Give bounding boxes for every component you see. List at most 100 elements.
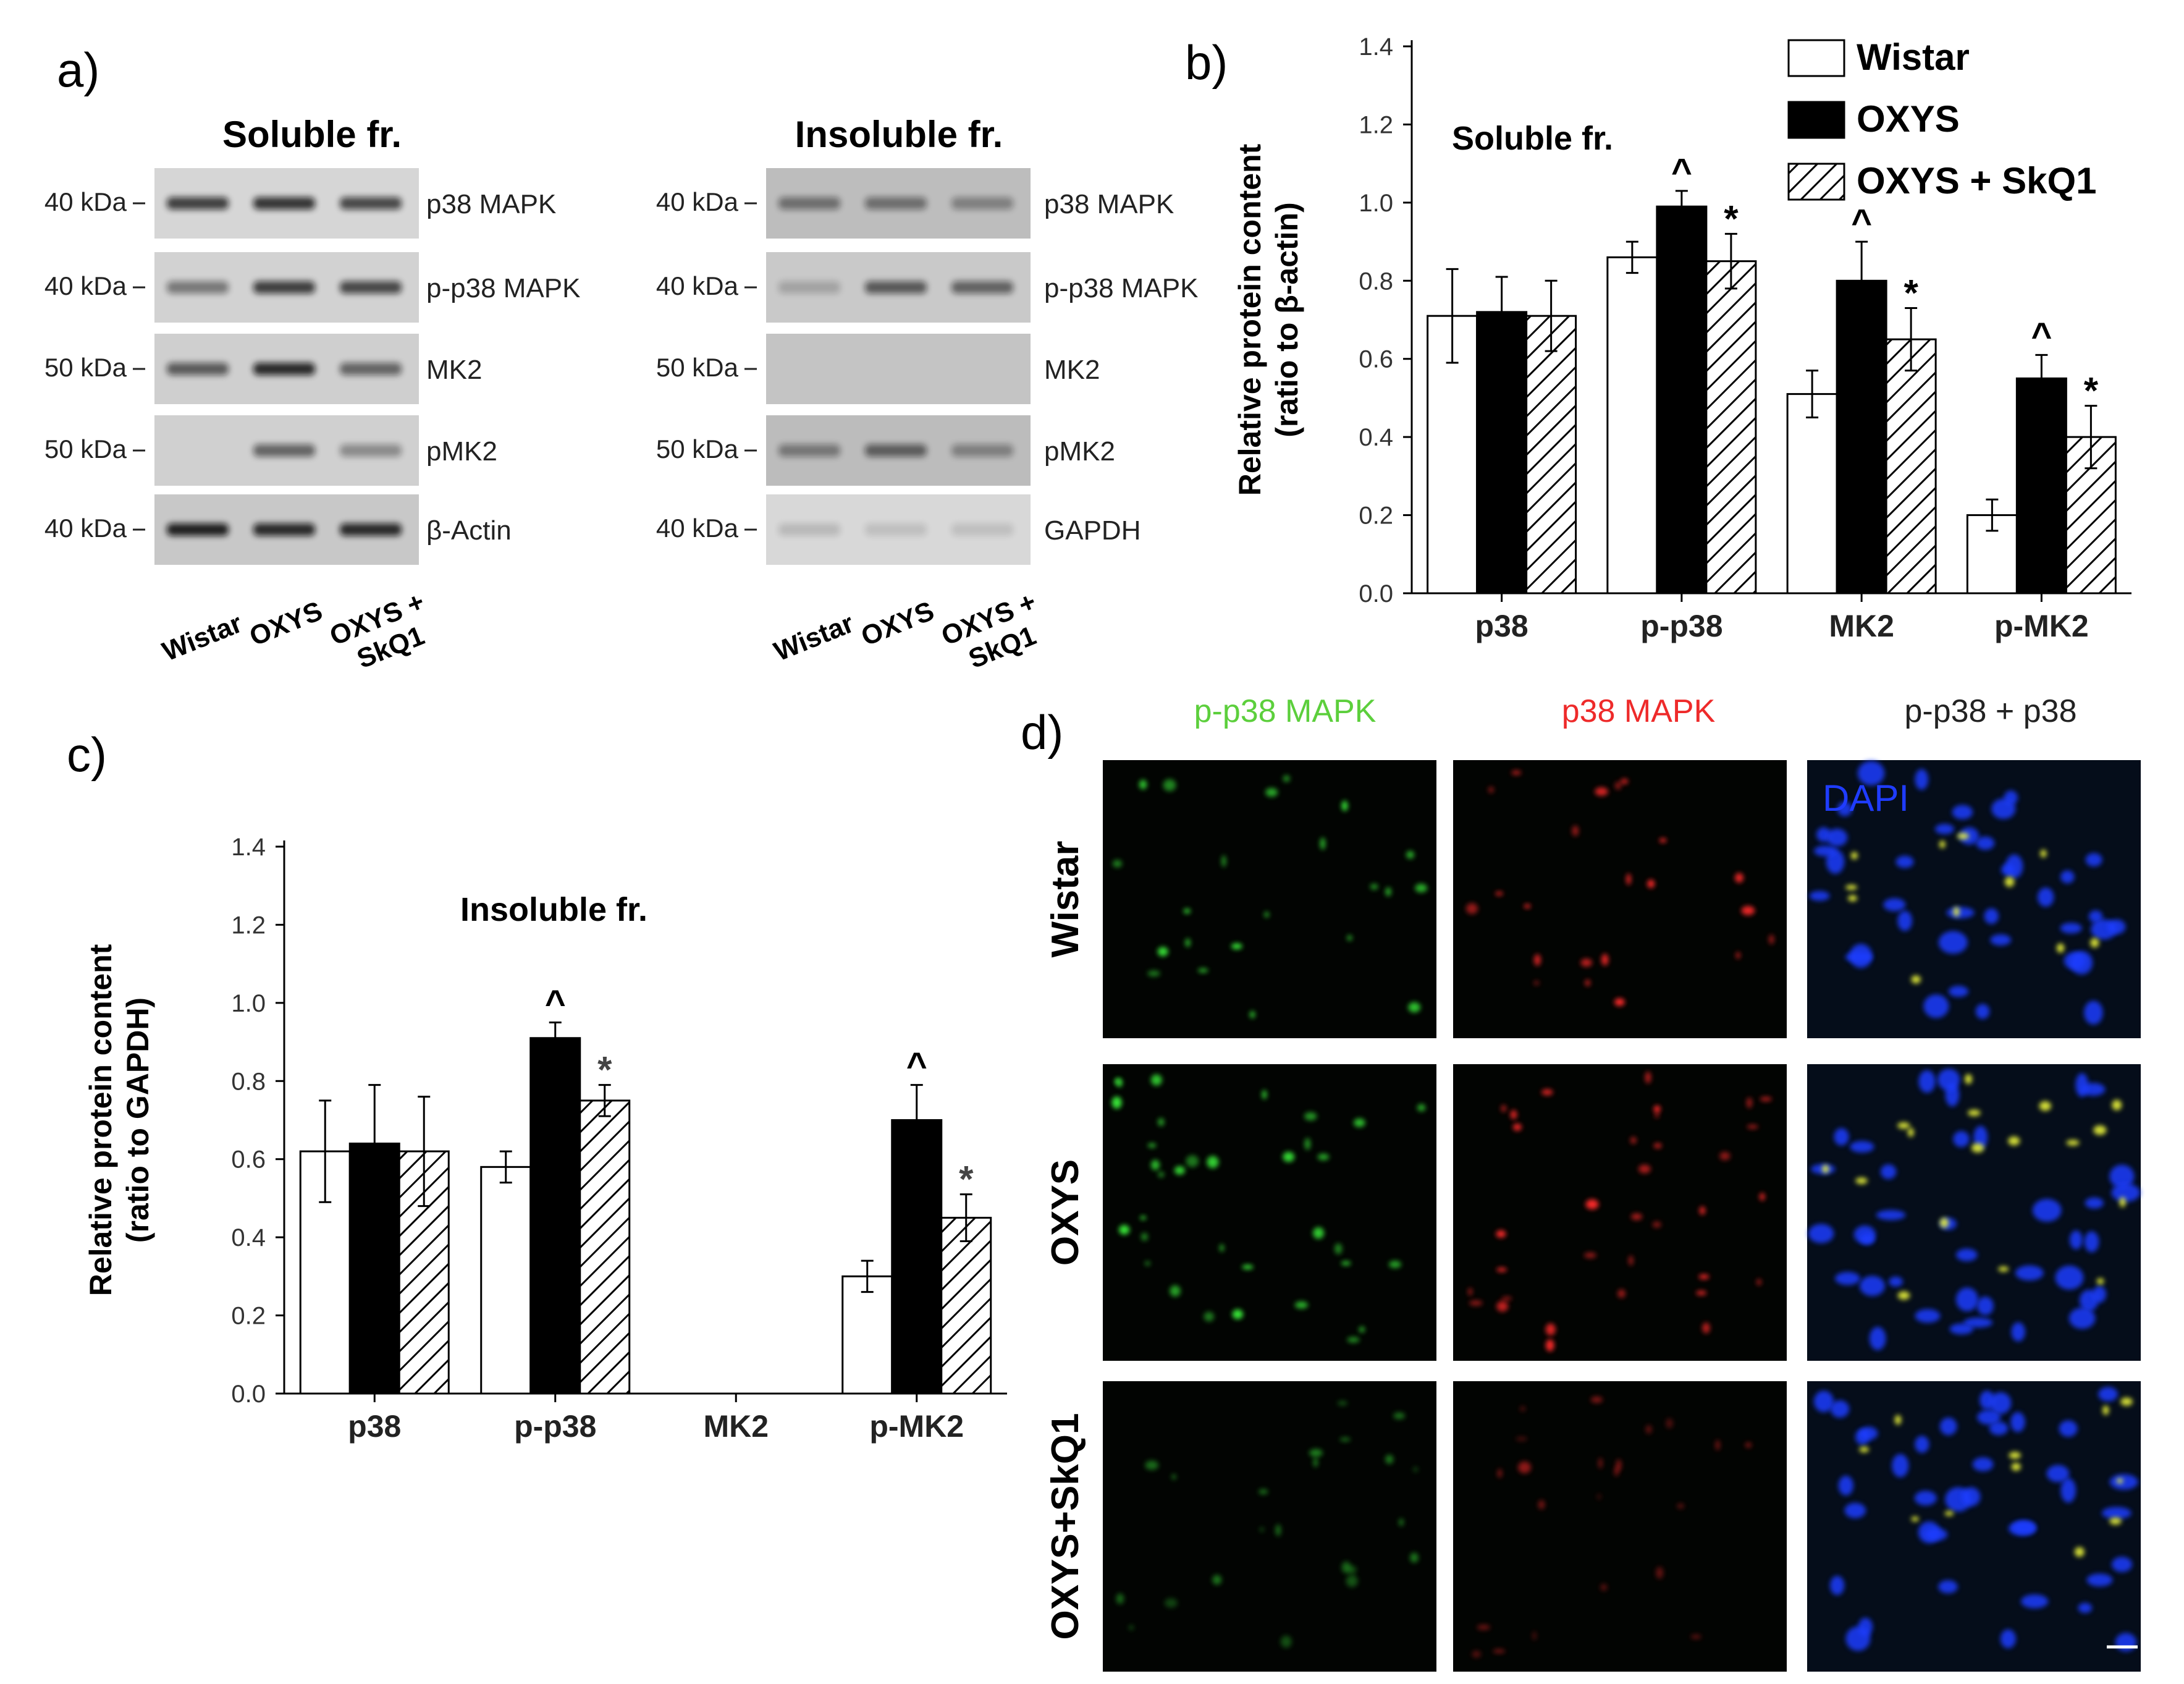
fluorescence-signal xyxy=(1495,891,1503,896)
fluorescence-signal xyxy=(1598,1457,1603,1469)
nucleus-stain xyxy=(1838,1475,1853,1496)
nucleus-stain xyxy=(1895,855,1914,868)
bar-oxys-skq1 xyxy=(398,1150,450,1395)
colocalization-signal xyxy=(2009,1452,2021,1459)
fluorescence-signal xyxy=(1760,1097,1772,1101)
nucleus-stain xyxy=(2085,853,2102,867)
nucleus-stain xyxy=(1923,994,1949,1018)
fluorescence-signal xyxy=(1746,1097,1753,1109)
nucleus-stain xyxy=(1991,798,2016,819)
fluorescence-signal xyxy=(1185,938,1191,947)
x-tick-label: p38 xyxy=(1475,609,1528,643)
fluorescence-signal xyxy=(1516,1436,1527,1441)
fluorescence-signal xyxy=(1496,1230,1506,1238)
fluorescence-signal xyxy=(1741,906,1755,915)
blot-band xyxy=(253,444,315,457)
column-label: p38 MAPK xyxy=(1562,693,1716,729)
nucleus-stain xyxy=(2078,1602,2093,1614)
nucleus-stain xyxy=(1963,1318,1993,1328)
colocalization-signal xyxy=(2102,1405,2109,1415)
fluorescence-signal xyxy=(1518,1461,1532,1474)
blot-band xyxy=(253,523,315,536)
band-label: pMK2 xyxy=(426,436,497,467)
fluorescence-signal xyxy=(1585,1199,1599,1209)
fluorescence-signal xyxy=(1341,800,1348,811)
significance-marker: * xyxy=(1904,273,1918,314)
nucleus-stain xyxy=(1956,1248,1978,1261)
fluorescence-signal xyxy=(1341,1261,1351,1266)
blot-band xyxy=(167,363,229,375)
nucleus-stain xyxy=(2060,923,2082,934)
molecular-weight-marker: 50 kDa xyxy=(656,434,739,463)
fluorescence-signal xyxy=(1283,1151,1295,1162)
band-label: GAPDH xyxy=(1044,515,1140,546)
band-label: p38 MAPK xyxy=(1044,189,1174,219)
blot-band xyxy=(253,281,315,294)
bar-oxys-skq1 xyxy=(1525,315,1577,594)
nucleus-stain xyxy=(2115,1633,2137,1652)
blot-band xyxy=(778,197,840,209)
nucleus-stain xyxy=(1972,1457,1994,1471)
colocalization-signal xyxy=(2039,1101,2051,1111)
fluorescence-signal xyxy=(1259,1527,1265,1532)
legend-swatch xyxy=(1787,101,1845,139)
fluorescence-signal xyxy=(1337,1400,1347,1406)
colocalization-signal xyxy=(1848,895,1858,902)
fluorescence-signal xyxy=(1313,1227,1325,1239)
colocalization-signal xyxy=(1971,1143,1984,1153)
x-tick-label: p38 xyxy=(348,1409,401,1444)
blot-band xyxy=(340,363,402,375)
molecular-weight-marker: 40 kDa xyxy=(656,271,739,300)
nucleus-stain xyxy=(2109,1164,2135,1188)
blot-band xyxy=(167,197,229,209)
nucleus-stain xyxy=(1829,1575,1845,1596)
nucleus-stain xyxy=(1939,1417,1957,1436)
fluorescence-signal xyxy=(1370,883,1378,890)
nucleus-stain xyxy=(1989,1421,2009,1436)
nucleus-stain xyxy=(2084,1231,2099,1253)
panel-a-letter: a) xyxy=(57,43,99,97)
fluorescence-signal xyxy=(1621,779,1629,784)
nucleus-stain xyxy=(1915,1309,1941,1323)
fluorescence-signal xyxy=(1580,958,1592,967)
significance-marker: ^ xyxy=(906,1046,927,1086)
fluorescence-signal xyxy=(1317,1153,1330,1161)
x-tick-label: p-p38 xyxy=(514,1409,596,1444)
nucleus-stain xyxy=(1837,802,1852,816)
nucleus-stain xyxy=(1849,944,1873,968)
y-tick-label: 1.4 xyxy=(1359,33,1393,61)
fluorescence-signal xyxy=(1280,1635,1292,1648)
fluorescence-signal xyxy=(1147,970,1160,977)
nucleus-stain xyxy=(2107,919,2126,934)
nucleus-stain xyxy=(2093,1285,2107,1303)
fluorescence-signal xyxy=(1219,1244,1225,1252)
y-tick-label: 0.4 xyxy=(231,1224,266,1251)
nucleus-stain xyxy=(1860,1426,1878,1441)
fluorescence-signal xyxy=(1150,1074,1162,1086)
nucleus-stain xyxy=(1976,1297,1994,1316)
x-tick-label: MK2 xyxy=(703,1409,769,1444)
nucleus-stain xyxy=(2070,950,2093,975)
fluorescence-signal xyxy=(1157,947,1168,957)
column-label: p-p38 MAPK xyxy=(1194,693,1377,729)
molecular-weight-marker: 40 kDa xyxy=(656,514,739,543)
colocalization-signal xyxy=(1850,852,1858,860)
fluorescence-signal xyxy=(1493,1649,1506,1653)
colocalization-signal xyxy=(1897,1291,1910,1300)
nucleus-stain xyxy=(1946,907,1975,919)
nucleus-stain xyxy=(2101,1507,2131,1520)
colocalization-signal xyxy=(1944,1510,1954,1517)
nucleus-stain xyxy=(1860,1233,1875,1245)
fluorescence-signal xyxy=(1614,781,1622,790)
fluorescence-signal xyxy=(1645,1071,1651,1084)
nucleus-stain xyxy=(1984,908,1999,925)
fluorescence-signal xyxy=(1116,1593,1124,1604)
nucleus-stain xyxy=(1934,824,1954,834)
fluorescence-signal xyxy=(1346,1575,1358,1588)
x-tick-label: p-MK2 xyxy=(1994,609,2089,643)
fluorescence-signal xyxy=(1399,1518,1404,1526)
fluorescence-signal xyxy=(1410,1552,1419,1563)
nucleus-stain xyxy=(1845,1626,1871,1651)
bar-oxys xyxy=(1836,279,1887,594)
fluorescence-signal xyxy=(1545,1339,1554,1352)
